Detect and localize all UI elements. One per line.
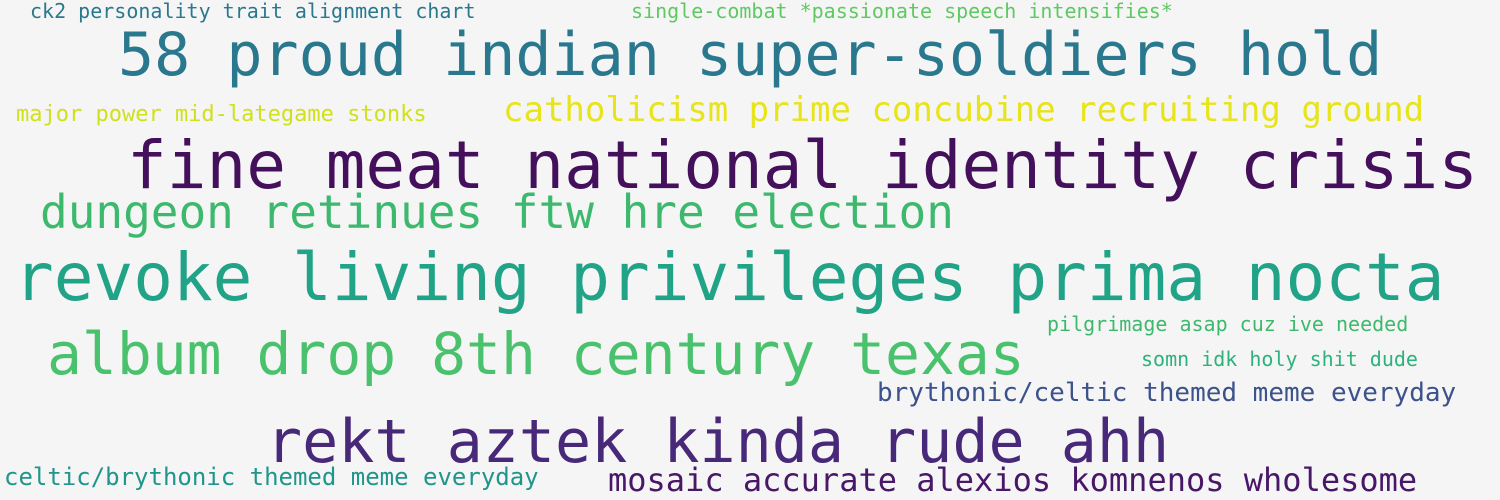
word-11: brythonic/celtic themed meme everyday xyxy=(877,378,1457,408)
word-6: dungeon retinues ftw hre election xyxy=(40,185,954,239)
word-8: pilgrimage asap cuz ive needed xyxy=(1047,312,1409,336)
word-5: fine meat national identity crisis xyxy=(127,127,1479,204)
word-13: celtic/brythonic themed meme everyday xyxy=(4,463,539,491)
word-0: ck2 personality trait alignment chart xyxy=(30,0,476,23)
word-1: single-combat *passionate speech intensi… xyxy=(631,0,1173,23)
word-7: revoke living privileges prima nocta xyxy=(14,239,1445,316)
word-4: catholicism prime concubine recruiting g… xyxy=(503,90,1425,130)
word-2: 58 proud indian super-soldiers hold xyxy=(118,20,1383,90)
word-14: mosaic accurate alexios komnenos wholeso… xyxy=(608,461,1418,499)
word-12: rekt aztek kinda rude ahh xyxy=(266,407,1170,477)
word-3: major power mid-lategame stonks xyxy=(16,102,427,127)
word-9: album drop 8th century texas xyxy=(47,320,1025,388)
word-10: somn idk holy shit dude xyxy=(1141,347,1418,371)
